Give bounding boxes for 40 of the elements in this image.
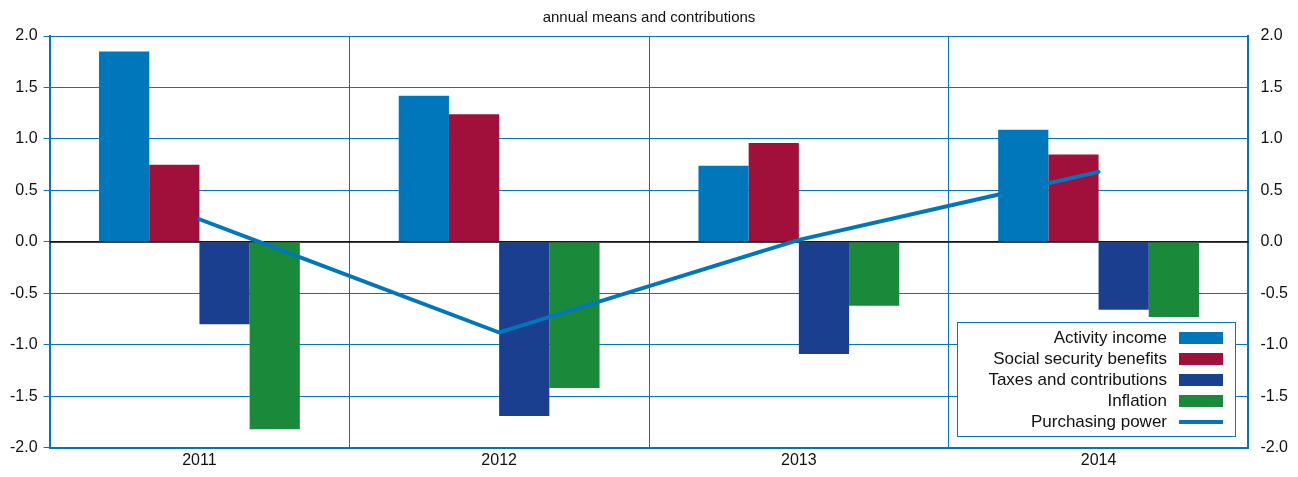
- y2-tick-label: -1.0: [1260, 335, 1289, 353]
- legend-label: Activity income: [1053, 327, 1167, 348]
- y-tick-label: 0.5: [15, 180, 38, 198]
- bar: [1048, 154, 1099, 242]
- x-tick-label: 2011: [182, 450, 217, 468]
- legend-label: Purchasing power: [1030, 411, 1167, 432]
- y-tick-label: -2.0: [9, 438, 38, 456]
- x-tick-label: 2012: [481, 450, 518, 468]
- chart-title: annual means and contributions: [541, 8, 757, 25]
- bar: [499, 242, 550, 416]
- bar: [798, 242, 850, 355]
- bar: [748, 143, 799, 242]
- y-tick-label: -1.5: [9, 386, 38, 404]
- y2-tick-label: 1.5: [1260, 77, 1283, 95]
- y2-tick-label: -0.5: [1260, 283, 1289, 301]
- bar: [1148, 242, 1199, 318]
- y-tick-label: 2.0: [15, 26, 38, 44]
- bar: [149, 164, 200, 242]
- bar: [849, 242, 900, 306]
- y-tick-label: -1.0: [9, 335, 38, 353]
- legend-label: Taxes and contributions: [988, 369, 1167, 390]
- x-tick-label: 2014: [1080, 450, 1117, 468]
- bar: [1098, 242, 1149, 310]
- y2-tick-label: -2.0: [1260, 438, 1289, 456]
- y2-tick-label: 1.0: [1260, 129, 1283, 147]
- y2-tick-label: 0.5: [1260, 180, 1283, 198]
- y2-tick-label: -1.5: [1260, 386, 1289, 404]
- y-tick-label: 1.5: [15, 77, 38, 95]
- legend-label: Social security benefits: [993, 348, 1167, 369]
- x-tick-label: 2013: [781, 450, 817, 468]
- y2-tick-label: 2.0: [1260, 26, 1283, 44]
- y-tick-label: 0.0: [15, 232, 38, 250]
- legend-label: Inflation: [1107, 390, 1167, 411]
- y-tick-label: 1.0: [15, 129, 38, 147]
- bar: [549, 242, 600, 389]
- y2-tick-label: 0.0: [1260, 232, 1283, 250]
- y-tick-label: -0.5: [9, 283, 38, 301]
- bar: [199, 242, 250, 325]
- bar: [448, 114, 500, 242]
- bar: [249, 242, 300, 430]
